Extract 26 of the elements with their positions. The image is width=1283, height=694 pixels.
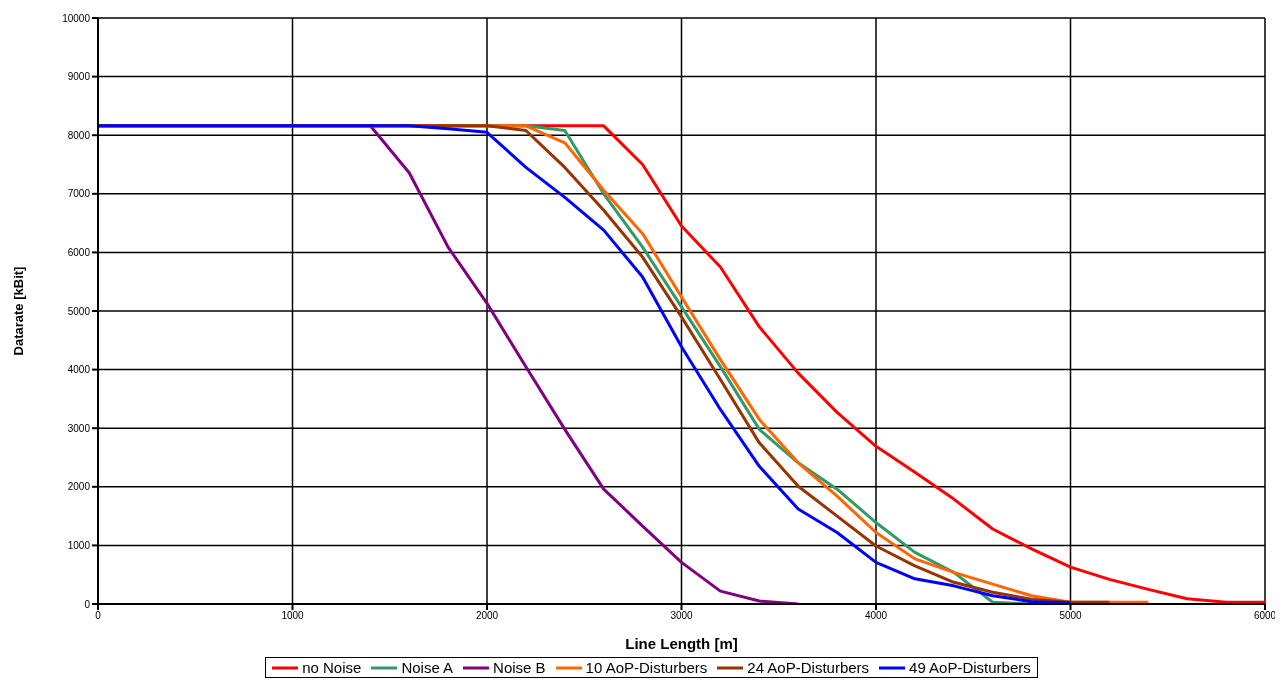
y-tick-label: 7000 <box>67 188 91 200</box>
legend-label: no Noise <box>302 659 362 676</box>
x-tick-label: 4000 <box>864 610 888 622</box>
y-axis-title: Datarate [kBit] <box>10 266 26 356</box>
x-tick-label: 2000 <box>475 610 499 622</box>
y-tick-label: 0 <box>84 598 91 610</box>
y-tick-label: 5000 <box>67 305 91 317</box>
y-tick-label: 8000 <box>67 129 91 141</box>
legend-label: 10 AoP-Disturbers <box>585 659 708 676</box>
y-tick-label: 10000 <box>62 12 91 24</box>
x-tick-label: 0 <box>95 610 102 622</box>
y-tick-label: 3000 <box>67 422 91 434</box>
x-tick-label: 6000 <box>1253 610 1277 622</box>
legend-label: 24 AoP-Disturbers <box>747 659 870 676</box>
x-tick-label: 5000 <box>1059 610 1083 622</box>
x-tick-label: 3000 <box>670 610 694 622</box>
y-tick-label: 1000 <box>67 539 91 551</box>
x-axis-title: Line Length [m] <box>625 635 738 652</box>
legend-label: Noise A <box>401 659 454 676</box>
legend-label: Noise B <box>493 659 546 676</box>
y-tick-label: 4000 <box>67 364 91 376</box>
y-tick-label: 2000 <box>67 481 91 493</box>
legend-label: 49 AoP-Disturbers <box>909 659 1031 676</box>
y-tick-label: 6000 <box>67 246 91 258</box>
y-tick-label: 9000 <box>67 71 91 83</box>
x-tick-label: 1000 <box>281 610 305 622</box>
